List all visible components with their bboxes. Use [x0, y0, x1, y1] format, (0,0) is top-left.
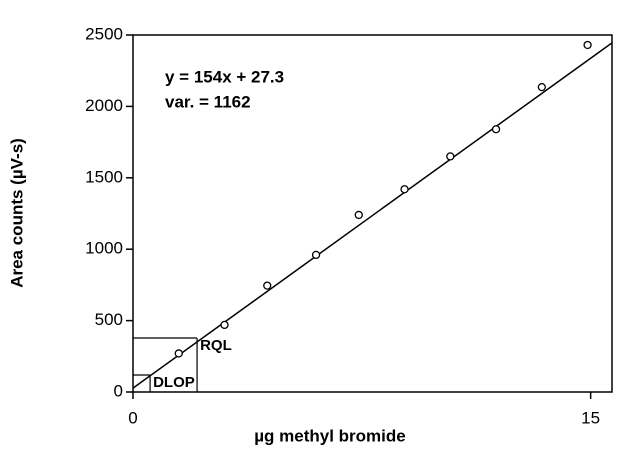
y-tick-label: 500 [95, 310, 123, 329]
x-tick-label: 15 [581, 408, 600, 427]
data-point [446, 152, 455, 161]
data-point [583, 40, 592, 50]
limit-label: RQL [200, 337, 232, 354]
data-point [220, 320, 229, 330]
x-axis-label: µg methyl bromide [254, 426, 405, 445]
data-point [537, 82, 546, 92]
data-point [400, 185, 409, 194]
y-tick-label: 2000 [85, 96, 123, 115]
data-point [311, 250, 321, 260]
data-point [354, 210, 363, 220]
equation: y = 154x + 27.3 [165, 67, 284, 86]
variance: var. = 1162 [165, 92, 251, 111]
data-point [263, 281, 272, 290]
y-axis-label: Area counts (µV-s) [7, 138, 26, 288]
data-point [174, 349, 183, 358]
fit-line [132, 42, 613, 389]
y-tick-label: 0 [114, 381, 123, 400]
y-tick-label: 1000 [85, 239, 123, 258]
limit-label: DLOP [153, 374, 195, 391]
y-tick-label: 1500 [85, 167, 123, 186]
x-tick-label: 0 [128, 408, 137, 427]
plot-frame [132, 34, 613, 393]
data-point [491, 125, 501, 134]
y-tick-label: 2500 [85, 24, 123, 43]
